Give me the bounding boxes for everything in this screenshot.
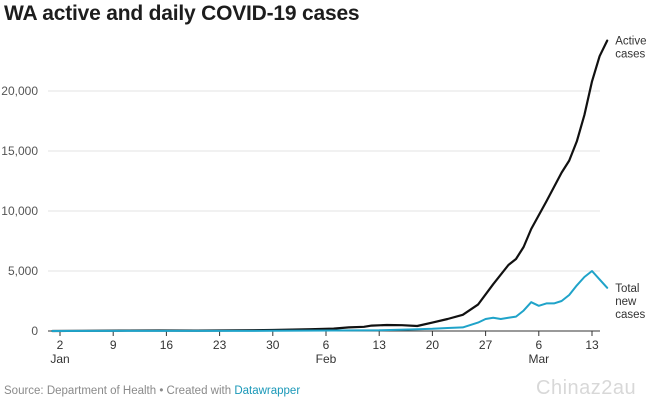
active-cases-label: Active [615,36,646,48]
gridlines [48,90,600,332]
y-axis-ticks: 0 5,000 10,000 15,000 20,000 [1,84,38,338]
x-tick-label: 2 [57,338,64,352]
new-cases-line [51,270,609,332]
x-tick-month-label: Feb [316,352,337,366]
chart-title: WA active and daily COVID-19 cases [4,2,360,25]
x-tick-label: 6 [323,338,330,352]
y-tick-label: 10,000 [1,204,38,218]
x-tick-label: 16 [160,338,174,352]
y-tick-label: 15,000 [1,144,38,158]
x-tick-label: 13 [373,338,387,352]
series-lines [51,39,609,333]
x-tick-month-label: Mar [528,352,549,366]
active-cases-label: cases [615,49,645,61]
new-cases-label: cases [615,309,645,321]
x-tick-label: 13 [585,338,599,352]
watermark: Chinaz2au [536,377,637,399]
y-tick-label: 0 [31,324,38,338]
active-cases-line [51,39,609,333]
footer-credit: Source: Department of Health • Created w… [4,385,300,397]
x-tick-month-label: Jan [50,352,69,366]
x-tick-label: 20 [426,338,440,352]
y-tick-label: 5,000 [8,264,38,278]
y-tick-label: 20,000 [1,84,38,98]
x-tick-label: 30 [266,338,280,352]
new-cases-label: new [615,296,637,308]
x-tick-label: 6 [535,338,542,352]
footer-source: Source: Department of Health • Created w… [4,385,235,397]
datawrapper-link[interactable]: Datawrapper [234,385,301,397]
new-cases-label: Total [615,283,639,295]
x-tick-label: 27 [479,338,493,352]
x-tick-label: 23 [213,338,227,352]
x-tick-label: 9 [110,338,117,352]
